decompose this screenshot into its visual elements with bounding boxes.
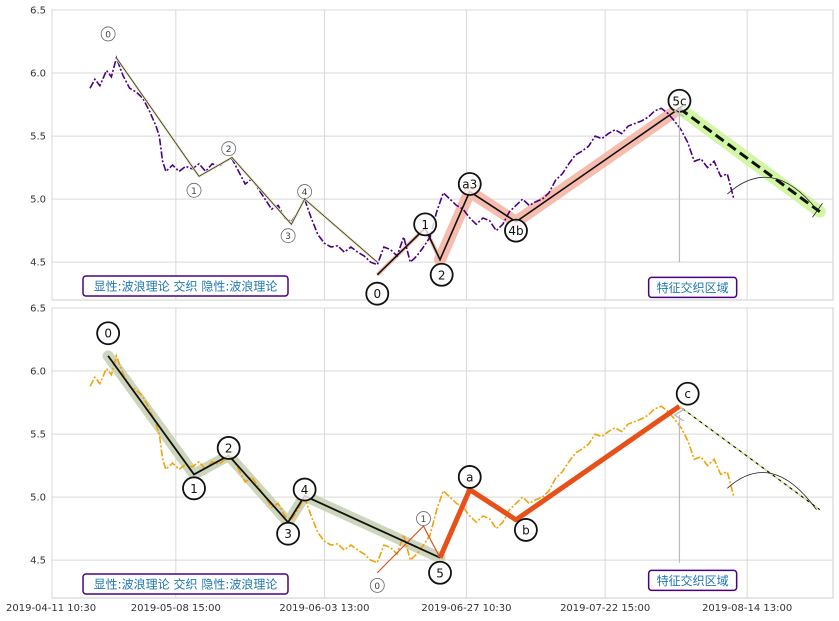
small-wave-label: 2 (226, 145, 232, 155)
y-tick-label: 5.5 (30, 132, 46, 143)
legend-text: 显性:波浪理论 交织 隐性:波浪理论 (94, 279, 278, 294)
big-wave-label: 2 (438, 268, 446, 282)
y-tick-label: 6.0 (30, 367, 46, 378)
big-wave-label: 5c (672, 94, 686, 108)
big-wave-marker (276, 521, 301, 546)
x-tick-label: 2019-06-03 13:00 (279, 603, 369, 614)
projection-highlight (673, 102, 826, 218)
y-tick-label: 5.5 (30, 430, 46, 441)
abc-wave-marker (675, 381, 700, 406)
small-wave-marker (221, 141, 237, 157)
big-wave-marker (429, 262, 454, 287)
small-wave-label: 1 (191, 187, 197, 197)
panel-bottom: 6.5 6.0 5.5 5.0 4.5 0 1 0 1 2 3 4 5 a b c 特征交织区域 显性:波浪理论 … (30, 304, 834, 599)
small-wave-label: 4 (302, 188, 308, 198)
big-wave-label: 4b (508, 224, 523, 238)
big-wave-label: 0 (373, 287, 381, 301)
y-tick-label: 4.5 (30, 556, 46, 567)
small-wave-label: 1 (421, 515, 427, 525)
annotation-box (647, 569, 738, 592)
small-wave-label: 0 (374, 582, 380, 592)
big-wave-line (107, 355, 441, 559)
abc-wave-line (437, 404, 681, 559)
small-wave-marker (100, 26, 116, 42)
big-wave-marker (96, 321, 121, 346)
small-wave-marker (297, 184, 313, 199)
abc-wave-label: c (684, 387, 691, 401)
y-tick-label: 5.0 (30, 195, 46, 206)
big-wave-marker (428, 560, 452, 585)
legend-box (82, 275, 289, 297)
big-wave-marker (182, 476, 206, 501)
x-tick-label: 2019-04-11 10:30 (6, 603, 96, 614)
big-wave-line (376, 107, 680, 276)
big-wave-label: 0 (104, 327, 112, 341)
big-wave-marker (292, 477, 317, 502)
big-wave-marker (216, 436, 241, 460)
big-wave-marker (413, 212, 438, 237)
annotation-box (647, 276, 738, 299)
big-wave-label: 4 (301, 483, 309, 497)
x-tick-label: 2019-05-08 15:00 (131, 603, 221, 614)
big-wave-marker (365, 281, 390, 306)
y-tick-label: 6.5 (30, 304, 46, 315)
y-tick-label: 6.5 (30, 6, 46, 17)
x-tick-label: 2019-08-14 13:00 (702, 603, 792, 614)
projection-line-dash (679, 405, 821, 511)
big-wave-label: 5 (436, 566, 444, 580)
abc-wave-label: b (522, 523, 530, 537)
big-wave-label: 1 (421, 218, 429, 232)
small-wave-label: 0 (105, 30, 111, 40)
projection-arc (727, 176, 817, 210)
small-wave-label: 3 (285, 232, 291, 242)
small-wave-marker (186, 182, 202, 198)
y-tick-label: 4.5 (30, 258, 46, 269)
abc-wave-marker (513, 518, 538, 542)
panel-top: 6.5 6.0 5.5 5.0 4.5 0 1 2 3 4 0 1 2 a3 4b 5c 特征交织区域 显性:波浪… (30, 6, 834, 306)
projection-arc (727, 472, 817, 510)
legend-box (82, 573, 289, 595)
abc-wave-marker (457, 465, 482, 489)
small-wave-marker (369, 577, 385, 593)
big-wave-marker (457, 172, 482, 196)
projection-tick (812, 202, 823, 218)
small-wave-line (376, 525, 441, 574)
legend-text: 显性:波浪理论 交织 隐性:波浪理论 (94, 577, 278, 592)
big-wave-label: 2 (225, 441, 233, 455)
y-tick-label: 6.0 (30, 69, 46, 80)
big-wave-label: 3 (284, 527, 292, 541)
x-tick-label: 2019-06-27 10:30 (421, 603, 511, 614)
big-wave-label: 1 (190, 482, 198, 496)
big-wave-marker (504, 218, 528, 243)
price-series (89, 55, 735, 266)
small-wave-line (116, 57, 378, 263)
price-series (89, 353, 735, 564)
x-tick-label: 2019-07-22 15:00 (560, 603, 650, 614)
annotation-text: 特征交织区域 (657, 280, 729, 295)
small-wave-marker (416, 511, 431, 526)
y-tick-label: 5.0 (30, 493, 46, 504)
annotation-text: 特征交织区域 (657, 573, 729, 588)
small-wave-marker (280, 228, 296, 244)
abc-wave-label: a (466, 470, 473, 484)
big-wave-label: a3 (462, 178, 477, 192)
